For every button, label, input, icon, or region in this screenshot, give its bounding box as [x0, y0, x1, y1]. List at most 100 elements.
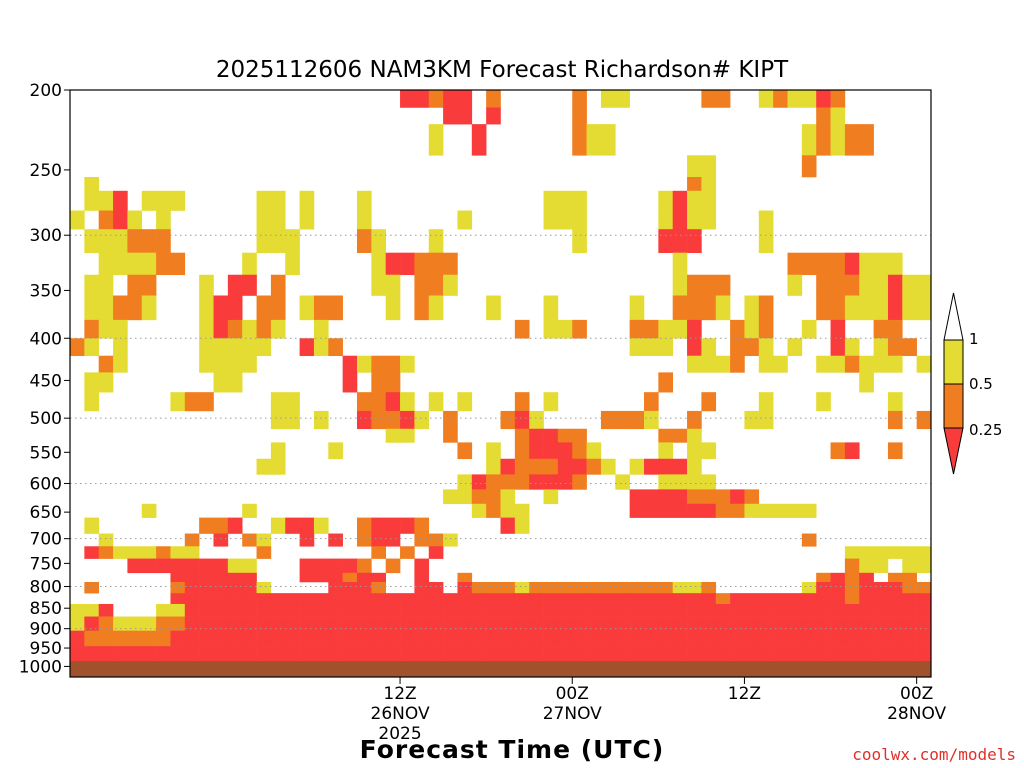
heatmap-cell	[529, 410, 544, 430]
heatmap-cell	[529, 646, 544, 662]
heatmap-cell	[629, 630, 645, 647]
heatmap-cell	[586, 630, 602, 647]
legend-arrow-bottom	[943, 427, 964, 475]
heatmap-cell	[543, 392, 559, 412]
heatmap-cell	[457, 489, 473, 505]
heatmap-cell	[687, 646, 702, 662]
heatmap-cell	[600, 646, 616, 662]
heatmap-cell	[859, 581, 874, 594]
heatmap-cell	[199, 558, 214, 574]
heatmap-cell	[672, 603, 688, 617]
heatmap-cell	[658, 581, 673, 594]
heatmap-cell	[256, 616, 272, 631]
heatmap-cell	[644, 616, 659, 631]
heatmap-cell	[342, 558, 358, 574]
heatmap-cell	[156, 210, 171, 230]
heatmap-cell	[557, 581, 573, 594]
heatmap-cell	[816, 581, 831, 594]
heatmap-cell	[887, 410, 903, 430]
heatmap-cell	[514, 646, 530, 662]
heatmap-cell	[313, 558, 329, 574]
heatmap-cell	[758, 646, 774, 662]
heatmap-cell	[84, 630, 99, 647]
heatmap-cell	[141, 295, 157, 321]
y-tick-label: 600	[30, 474, 62, 494]
heatmap-cell	[687, 630, 702, 647]
heatmap-cell	[514, 392, 530, 412]
heatmap-cell	[687, 442, 702, 460]
heatmap-cell	[500, 410, 516, 430]
heatmap-cell	[385, 355, 401, 373]
heatmap-cell	[816, 593, 831, 605]
heatmap-cell	[213, 581, 229, 594]
heatmap-cell	[486, 630, 501, 647]
heatmap-cell	[199, 338, 214, 357]
heatmap-cell	[227, 558, 243, 574]
heatmap-cell	[443, 616, 458, 631]
heatmap-cell	[586, 593, 602, 605]
heatmap-cell	[328, 581, 343, 594]
heatmap-cell	[213, 593, 229, 605]
heatmap-cell	[486, 616, 501, 631]
heatmap-cell	[801, 630, 817, 647]
heatmap-cell	[156, 646, 171, 662]
heatmap-cell	[758, 392, 774, 412]
heatmap-cell	[744, 410, 760, 430]
heatmap-cell	[457, 646, 473, 662]
heatmap-cell	[701, 616, 717, 631]
heatmap-cell	[385, 630, 401, 647]
heatmap-cell	[443, 533, 458, 547]
heatmap-cell	[113, 355, 128, 373]
heatmap-cell	[744, 593, 760, 605]
heatmap-cell	[514, 603, 530, 617]
heatmap-cell	[242, 581, 257, 594]
heatmap-cell	[629, 410, 645, 430]
heatmap-cell	[199, 355, 214, 373]
heatmap-cell	[600, 593, 616, 605]
heatmap-cell	[844, 295, 860, 321]
heatmap-cell	[428, 630, 444, 647]
heatmap-cell	[773, 593, 788, 605]
heatmap-cell	[715, 503, 731, 518]
heatmap-cell	[242, 558, 257, 574]
heatmap-cell	[844, 338, 860, 357]
heatmap-cell	[457, 603, 473, 617]
heatmap-cell	[672, 428, 688, 443]
heatmap-cell	[730, 489, 745, 505]
heatmap-cell	[357, 517, 372, 534]
heatmap-cell	[629, 319, 645, 339]
heatmap-cell	[529, 428, 544, 443]
heatmap-cell	[801, 503, 817, 518]
heatmap-cell	[84, 616, 99, 631]
heatmap-cell	[600, 124, 616, 156]
heatmap-cell	[414, 517, 430, 534]
heatmap-cell	[357, 210, 372, 230]
heatmap-cell	[428, 229, 444, 253]
heatmap-cell	[385, 558, 401, 574]
heatmap-cell	[916, 616, 932, 631]
heatmap-cell	[270, 517, 286, 534]
heatmap-cell	[199, 572, 214, 583]
heatmap-cell	[658, 442, 673, 460]
heatmap-cell	[84, 372, 99, 393]
heatmap-cell	[342, 646, 358, 662]
heatmap-cell	[615, 646, 630, 662]
heatmap-cell	[471, 489, 487, 505]
heatmap-cell	[357, 616, 372, 631]
heatmap-cell	[500, 593, 516, 605]
heatmap-cell	[400, 392, 415, 412]
y-tick-label: 250	[30, 161, 62, 181]
heatmap-cell	[816, 630, 831, 647]
heatmap-cell	[629, 616, 645, 631]
heatmap-cell	[98, 372, 114, 393]
heatmap-cell	[98, 210, 114, 230]
heatmap-cell	[113, 210, 128, 230]
heatmap-cell	[758, 90, 774, 108]
x-tick-label: 00Z	[900, 684, 933, 704]
heatmap-cell	[543, 489, 559, 505]
heatmap-cell	[543, 616, 559, 631]
heatmap-cell	[328, 646, 343, 662]
heatmap-cell	[98, 546, 114, 559]
heatmap-cell	[572, 581, 587, 594]
heatmap-cell	[414, 274, 430, 296]
